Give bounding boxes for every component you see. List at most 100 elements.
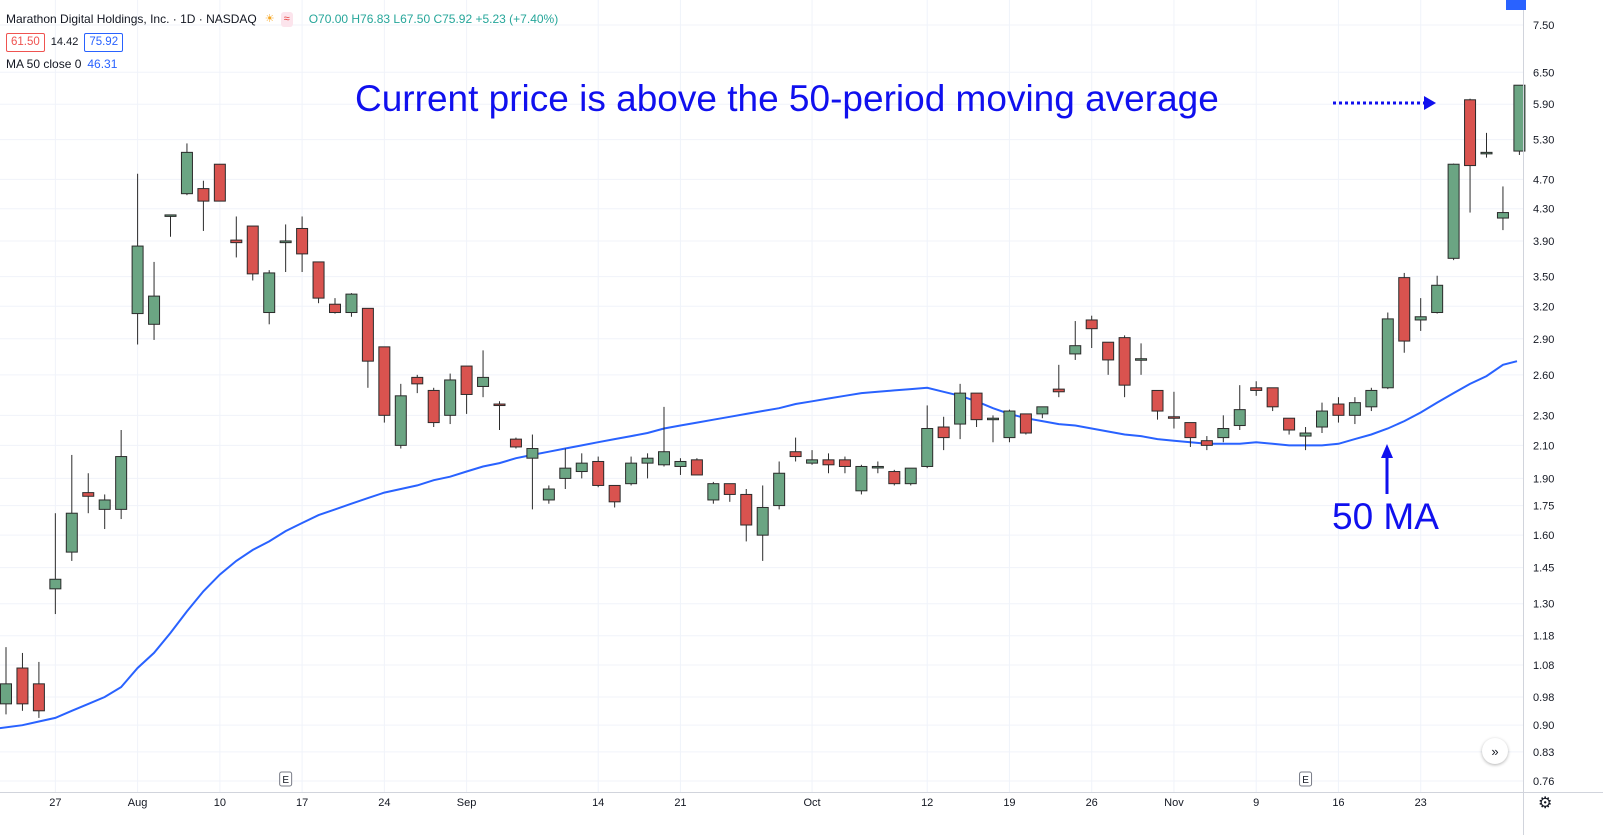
earnings-marker-label: E: [282, 775, 289, 786]
candle: [871, 461, 884, 474]
candle-body: [444, 379, 457, 416]
candle: [674, 458, 687, 475]
candle-body: [674, 460, 687, 467]
scroll-to-realtime-icon[interactable]: »: [1482, 738, 1508, 764]
candle-body: [16, 667, 29, 705]
y-tick-label: 0.90: [1533, 720, 1554, 732]
candle-body: [1217, 428, 1230, 439]
candle-body: [1414, 316, 1427, 321]
candle: [65, 454, 78, 561]
candle-body: [1019, 413, 1032, 434]
candle: [82, 473, 95, 514]
candle: [444, 373, 457, 425]
candle: [1217, 415, 1230, 443]
candle: [1003, 409, 1016, 443]
candle: [49, 513, 62, 615]
ask-price-button[interactable]: 75.92: [84, 33, 124, 52]
candle-body: [1135, 358, 1148, 361]
x-tick-label: 10: [214, 797, 226, 809]
symbol-row: Marathon Digital Holdings, Inc. · 1D · N…: [6, 12, 558, 27]
y-tick-label: 2.30: [1533, 410, 1554, 422]
annotation-arrowhead: [1424, 96, 1436, 110]
candle: [888, 469, 901, 486]
candle-body: [806, 459, 819, 464]
candle-body: [1003, 410, 1016, 439]
candle-body: [1480, 151, 1493, 155]
candle: [789, 437, 802, 462]
candle: [592, 456, 605, 488]
candle: [1085, 315, 1098, 349]
y-tick-label: 1.75: [1533, 501, 1554, 513]
candle-body: [1151, 389, 1164, 412]
candle-body: [575, 462, 588, 473]
candle: [1431, 275, 1444, 314]
candle-body: [1431, 284, 1444, 314]
candle: [1381, 312, 1394, 390]
candle-body: [526, 448, 539, 459]
candle-body: [1513, 84, 1526, 152]
candle: [641, 453, 654, 479]
candle-body: [213, 163, 226, 202]
ma-value: 46.31: [87, 57, 118, 71]
bid-ask-row: 61.50 14.42 75.92: [6, 33, 558, 52]
candle: [756, 485, 769, 561]
candle-body: [987, 417, 999, 421]
candle: [1480, 132, 1493, 158]
candle-body: [1365, 389, 1378, 408]
candle: [509, 437, 522, 449]
y-tick-label: 0.98: [1533, 692, 1554, 704]
candle-body: [197, 188, 210, 202]
y-tick-label: 1.45: [1533, 563, 1554, 575]
candle: [98, 494, 111, 530]
candle-body: [1233, 409, 1246, 427]
candle: [477, 350, 490, 398]
symbol-title[interactable]: Marathon Digital Holdings, Inc. · 1D · N…: [6, 12, 257, 26]
candle: [773, 461, 786, 510]
market-open-icon: ☀: [264, 13, 275, 25]
x-tick-label: 26: [1086, 797, 1098, 809]
candle-body: [312, 261, 325, 299]
candle-body: [641, 457, 654, 464]
candle: [197, 180, 210, 231]
candle: [542, 485, 555, 504]
y-tick-label: 3.90: [1533, 236, 1554, 248]
candle: [1266, 387, 1279, 412]
candle: [1019, 413, 1032, 435]
candle: [493, 401, 506, 431]
candle-body: [740, 493, 753, 526]
candle-body: [871, 465, 884, 469]
bid-price-button[interactable]: 61.50: [6, 33, 45, 52]
annotation-arrows: [1333, 96, 1436, 494]
y-tick-label: 1.18: [1533, 631, 1554, 643]
candle: [855, 464, 868, 495]
candle-body: [1496, 212, 1509, 219]
candle: [1069, 321, 1082, 360]
candle-body: [32, 683, 45, 712]
ma50-line: [0, 360, 1518, 730]
candle: [1151, 389, 1164, 420]
candle: [427, 387, 440, 428]
y-tick-label: 3.50: [1533, 272, 1554, 284]
candle: [526, 434, 539, 510]
settings-icon[interactable]: ⚙: [1538, 795, 1553, 812]
candle: [0, 647, 12, 715]
ma-legend-row[interactable]: MA 50 close 0 46.31: [6, 57, 558, 72]
candle-body: [0, 683, 12, 705]
candle: [16, 652, 29, 711]
candle-body: [411, 376, 424, 385]
candle-body: [49, 578, 62, 590]
annotation-50-ma: 50 MA: [1332, 496, 1439, 537]
y-tick-label: 2.90: [1533, 334, 1554, 346]
candle-body: [1102, 341, 1115, 361]
x-tick-label: Aug: [128, 797, 148, 809]
candle-body: [773, 472, 786, 507]
x-tick-label: 14: [592, 797, 604, 809]
candle: [1167, 391, 1180, 429]
candle-body: [1118, 337, 1131, 386]
candle: [1398, 272, 1411, 353]
y-tick-label: 0.76: [1533, 776, 1554, 788]
candle: [1332, 397, 1345, 423]
candle: [1513, 84, 1526, 155]
